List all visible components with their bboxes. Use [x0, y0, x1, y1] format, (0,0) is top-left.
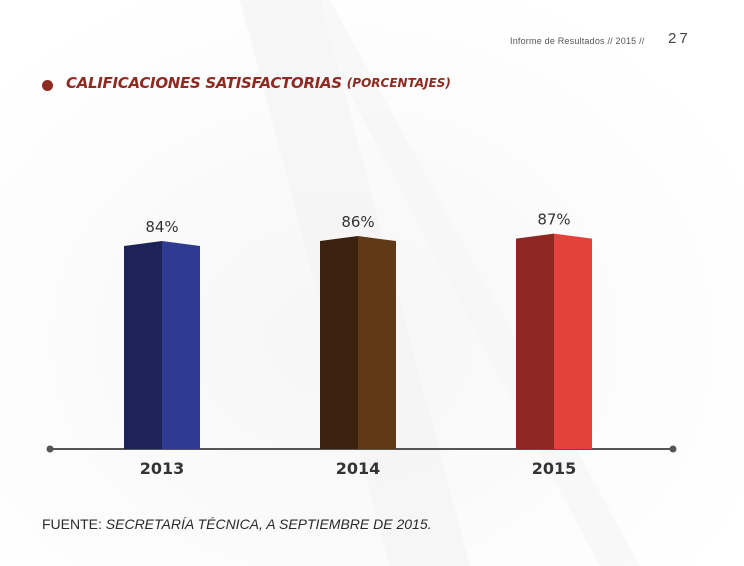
bar-face-right: [554, 233, 592, 449]
source-note: FUENTE: SECRETARÍA TÉCNICA, A SEPTIEMBRE…: [42, 516, 432, 532]
data-label: 86%: [341, 213, 374, 231]
data-label: 84%: [145, 218, 178, 236]
page-number: 27: [668, 30, 691, 47]
chart-title-sub: (PORCENTAJES): [346, 76, 451, 90]
bar-face-left: [320, 236, 358, 449]
bar-2015: [516, 233, 592, 449]
chart-title: CALIFICACIONES SATISFACTORIAS (PORCENTAJ…: [42, 74, 451, 92]
bar-2014: [320, 236, 396, 449]
bar-face-left: [516, 233, 554, 449]
x-axis-start-dot: [46, 445, 54, 453]
source-label: FUENTE:: [42, 516, 102, 532]
bar-2013: [124, 241, 200, 449]
header-bar: [505, 32, 744, 52]
x-tick-label: 2014: [336, 459, 381, 478]
source-text: SECRETARÍA TÉCNICA, A SEPTIEMBRE DE 2015…: [105, 516, 432, 532]
x-tick-label: 2013: [140, 459, 185, 478]
x-tick-label: 2015: [532, 459, 577, 478]
report-label: Informe de Resultados // 2015 //: [510, 36, 645, 46]
bar-face-right: [358, 236, 396, 449]
chart-title-main: CALIFICACIONES SATISFACTORIAS: [66, 74, 342, 92]
title-bullet-icon: [42, 79, 53, 91]
x-axis-end-dot: [669, 445, 677, 453]
data-label: 87%: [537, 211, 570, 229]
bar-face-left: [124, 241, 162, 449]
bar-face-right: [162, 241, 200, 449]
